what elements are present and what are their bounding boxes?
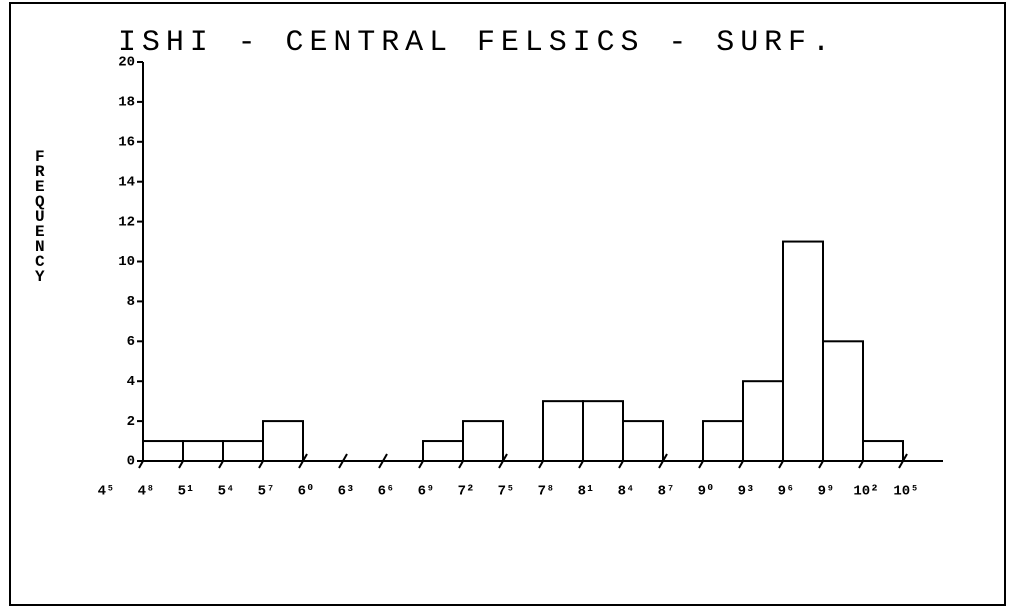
x-tick-label: 7⁸ xyxy=(538,484,555,500)
bar xyxy=(822,340,864,462)
x-tick-label: 4⁸ xyxy=(138,484,155,500)
x-tick-label: 8⁴ xyxy=(618,484,635,500)
y-tick-label: 0 xyxy=(127,454,135,470)
x-tick-label: 5⁴ xyxy=(218,484,235,500)
chart-title: ISHI - CENTRAL FELSICS - SURF. xyxy=(118,26,830,60)
x-tick-label: 6⁹ xyxy=(418,484,435,500)
bar xyxy=(782,240,824,462)
x-tick-label: 7² xyxy=(458,484,475,500)
bar xyxy=(462,420,504,463)
y-axis-label: FREQUENCY xyxy=(31,148,49,283)
y-tick-label: 16 xyxy=(118,135,135,151)
bar xyxy=(542,400,584,462)
x-tick-label: 6⁰ xyxy=(298,484,315,500)
y-tick-label: 6 xyxy=(127,334,135,350)
bar xyxy=(142,440,184,462)
x-tick-label: 9⁶ xyxy=(778,484,795,500)
x-tick xyxy=(338,453,348,469)
x-tick-label: 5¹ xyxy=(178,484,195,500)
x-tick-label: 10² xyxy=(853,484,878,500)
x-tick-label: 8⁷ xyxy=(658,484,675,500)
x-tick xyxy=(378,453,388,469)
x-tick-label: 6³ xyxy=(338,484,355,500)
bar xyxy=(222,440,264,462)
x-tick-label: 9⁹ xyxy=(818,484,835,500)
x-tick-label: 7⁵ xyxy=(498,484,515,500)
x-tick-label: 6⁶ xyxy=(378,484,395,500)
y-tick-label: 4 xyxy=(127,374,135,390)
y-tick-label: 20 xyxy=(118,55,135,71)
bar xyxy=(422,440,464,462)
x-tick-label: 9³ xyxy=(738,484,755,500)
y-tick-label: 10 xyxy=(118,254,135,270)
bar xyxy=(262,420,304,463)
y-tick-label: 18 xyxy=(118,95,135,111)
x-tick-label: 9⁰ xyxy=(698,484,715,500)
bar xyxy=(862,440,904,462)
bar xyxy=(742,380,784,463)
bar xyxy=(702,420,744,463)
y-tick-label: 8 xyxy=(127,294,135,310)
y-tick-label: 14 xyxy=(118,174,135,190)
x-tick-label: 8¹ xyxy=(578,484,595,500)
y-tick-label: 12 xyxy=(118,214,135,230)
x-tick-label: 10⁵ xyxy=(893,484,918,500)
bar xyxy=(582,400,624,462)
bar xyxy=(182,440,224,462)
frame xyxy=(9,2,1006,606)
bar xyxy=(622,420,664,463)
x-tick-label: 4⁵ xyxy=(98,484,115,500)
x-tick-label: 5⁷ xyxy=(258,484,275,500)
y-tick-label: 2 xyxy=(127,414,135,430)
